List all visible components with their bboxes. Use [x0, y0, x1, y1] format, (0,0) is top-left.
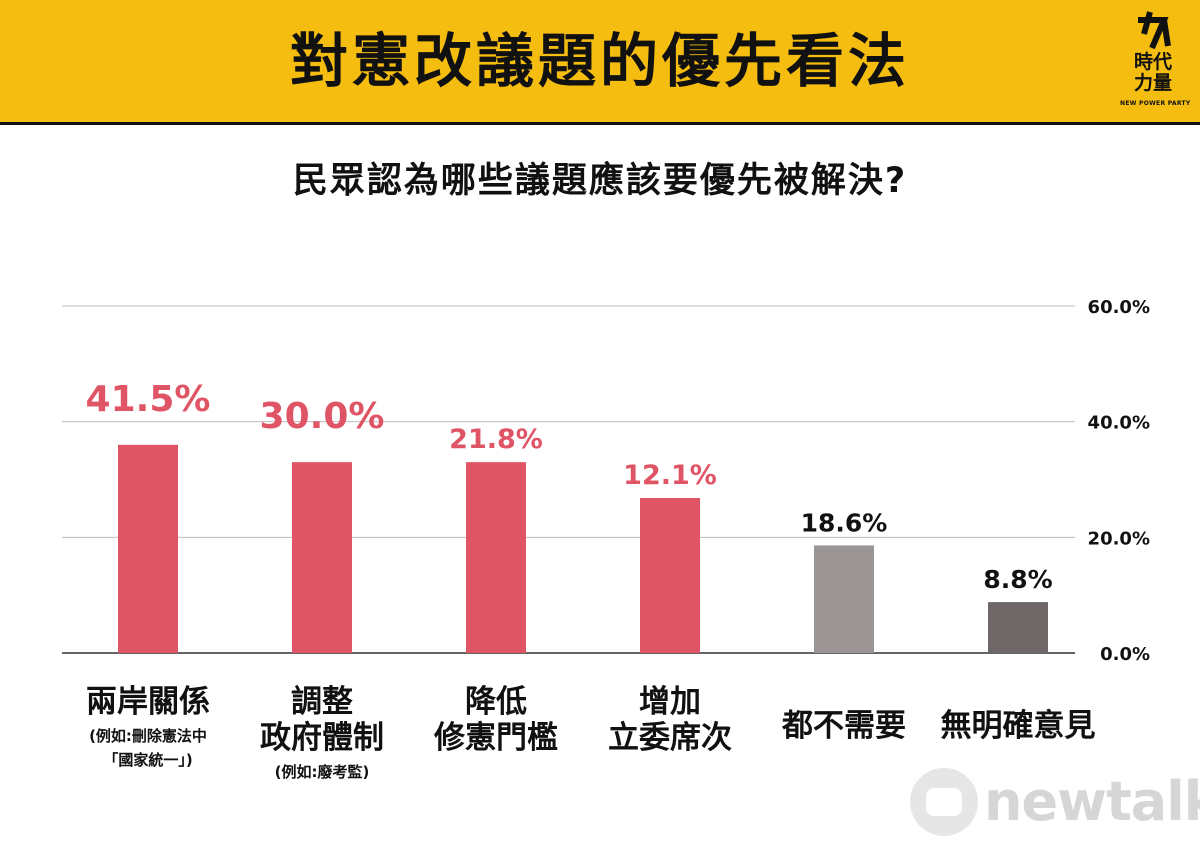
bar: [988, 602, 1048, 653]
watermark-text: newtalk: [984, 770, 1200, 833]
chart-subtitle: 民眾認為哪些議題應該要優先被解決?: [292, 161, 908, 201]
y-tick-label: 40.0%: [1088, 413, 1150, 434]
header-bar: 對憲改議題的優先看法 時代 力量 NEW POWER PARTY: [0, 0, 1200, 125]
party-logo: 時代 力量 NEW POWER PARTY: [1120, 8, 1191, 114]
x-tick-label: 調整 政府體制 (例如:廢考監): [260, 684, 384, 781]
logo-subtext: NEW POWER PARTY: [1120, 100, 1191, 107]
bar: [118, 444, 178, 653]
data-label: 30.0%: [260, 396, 385, 437]
logo-text: 時代 力量: [1133, 51, 1172, 94]
page-title: 對憲改議題的優先看法: [289, 27, 910, 95]
data-label: 41.5%: [86, 379, 211, 420]
y-tick-label: 0.0%: [1100, 644, 1150, 665]
x-tick-label: 降低 修憲門檻: [434, 684, 558, 756]
x-tick-label: 無明確意見: [940, 708, 1096, 744]
bar: [640, 498, 700, 653]
data-label: 21.8%: [449, 424, 543, 455]
bar: [814, 545, 874, 653]
data-label: 8.8%: [983, 565, 1052, 594]
newtalk-logo-icon: [910, 768, 978, 836]
data-label: 18.6%: [801, 508, 888, 537]
data-label: 12.1%: [623, 460, 717, 491]
x-tick-label: 都不需要: [782, 708, 906, 744]
bar: [466, 462, 526, 653]
x-tick-label: 兩岸關係 (例如:刪除憲法中 「國家統一」): [86, 684, 210, 769]
y-tick-label: 20.0%: [1088, 528, 1150, 549]
bar: [292, 462, 352, 653]
y-tick-label: 60.0%: [1088, 297, 1150, 318]
logo-mark-icon: [1138, 11, 1171, 50]
x-tick-label: 增加 立委席次: [608, 684, 732, 756]
newtalk-watermark: newtalk: [910, 768, 1200, 838]
